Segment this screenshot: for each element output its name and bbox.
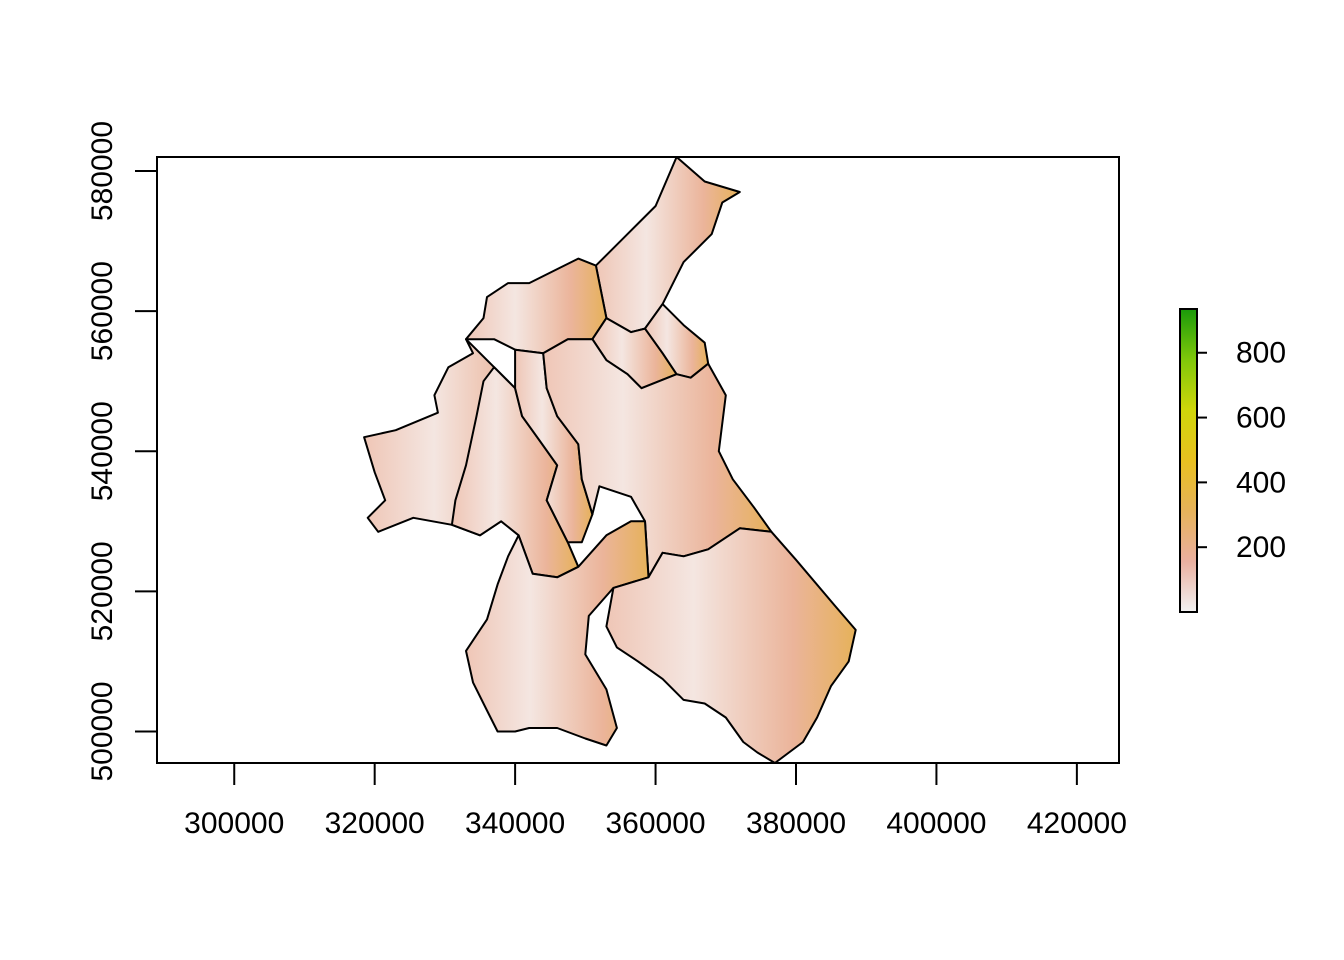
color-legend: 200 400 600 800 [1179, 308, 1286, 613]
legend-tick-label: 600 [1236, 402, 1286, 435]
legend-color-bar [1179, 308, 1198, 613]
legend-tick-label: 200 [1236, 531, 1286, 564]
y-axis: 500000 520000 540000 560000 580000 [86, 121, 158, 782]
x-tick-label: 400000 [886, 807, 986, 840]
x-tick-label: 360000 [606, 807, 706, 840]
x-tick-label: 380000 [746, 807, 846, 840]
x-tick-label: 300000 [184, 807, 284, 840]
x-tick-label: 320000 [325, 807, 425, 840]
legend-tick-label: 400 [1236, 466, 1286, 499]
y-tick-label: 520000 [86, 541, 119, 641]
x-axis: 300000 320000 340000 360000 380000 400000 4200… [184, 762, 1127, 840]
x-tick-label: 340000 [465, 807, 565, 840]
region-south-west [465, 520, 650, 747]
region-north [594, 156, 741, 334]
region-south-east [605, 527, 857, 764]
catchment-regions [363, 156, 857, 764]
y-tick-label: 500000 [86, 681, 119, 781]
y-tick-label: 560000 [86, 261, 119, 361]
y-tick-label: 540000 [86, 401, 119, 501]
y-tick-label: 580000 [86, 121, 119, 221]
legend-tick-label: 800 [1236, 337, 1286, 370]
x-tick-label: 420000 [1027, 807, 1127, 840]
